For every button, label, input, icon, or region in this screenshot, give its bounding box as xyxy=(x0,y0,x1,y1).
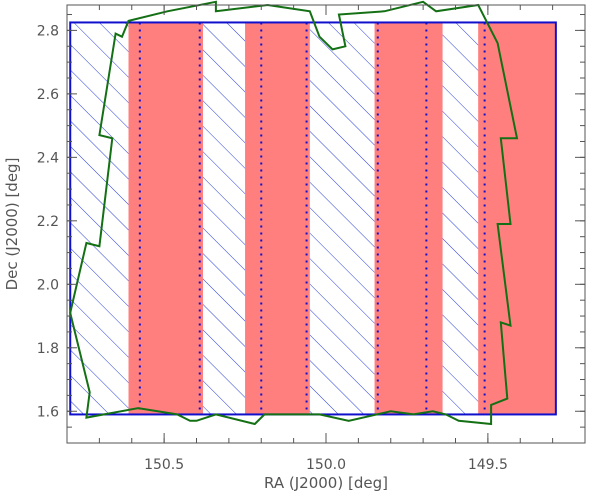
y-tick-label: 2.2 xyxy=(37,214,59,230)
x-tick-label: 149.5 xyxy=(468,457,508,473)
x-tick-label: 150.5 xyxy=(144,457,184,473)
x-axis-ticks: 150.5 150.0 149.5 xyxy=(98,5,554,473)
y-tick-label: 2.6 xyxy=(37,87,59,103)
hatched-stripe-3 xyxy=(442,22,479,415)
y-tick-label: 1.6 xyxy=(37,404,59,420)
x-axis-label: RA (J2000) [deg] xyxy=(264,474,388,492)
filled-stripe-3 xyxy=(478,22,556,415)
x-tick-label: 150.0 xyxy=(306,457,346,473)
y-axis-ticks: 1.6 1.8 2.0 2.2 2.4 2.6 2.8 xyxy=(37,14,585,428)
filled-stripe-1 xyxy=(245,22,310,415)
y-tick-label: 1.8 xyxy=(37,341,59,357)
tile-outline xyxy=(69,0,519,426)
filled-stripe-0 xyxy=(128,22,203,415)
filled-stripe-2 xyxy=(374,22,443,415)
y-tick-label: 2.0 xyxy=(37,277,59,293)
y-tick-label: 2.8 xyxy=(37,23,59,39)
y-tick-label: 2.4 xyxy=(37,150,59,166)
hatched-stripe-2 xyxy=(309,22,375,415)
filled-stripes-layer xyxy=(128,22,556,415)
hatched-stripe-0 xyxy=(70,22,129,415)
y-axis-label: Dec (J2000) [deg] xyxy=(3,158,21,291)
hatched-stripe-1 xyxy=(202,22,246,415)
